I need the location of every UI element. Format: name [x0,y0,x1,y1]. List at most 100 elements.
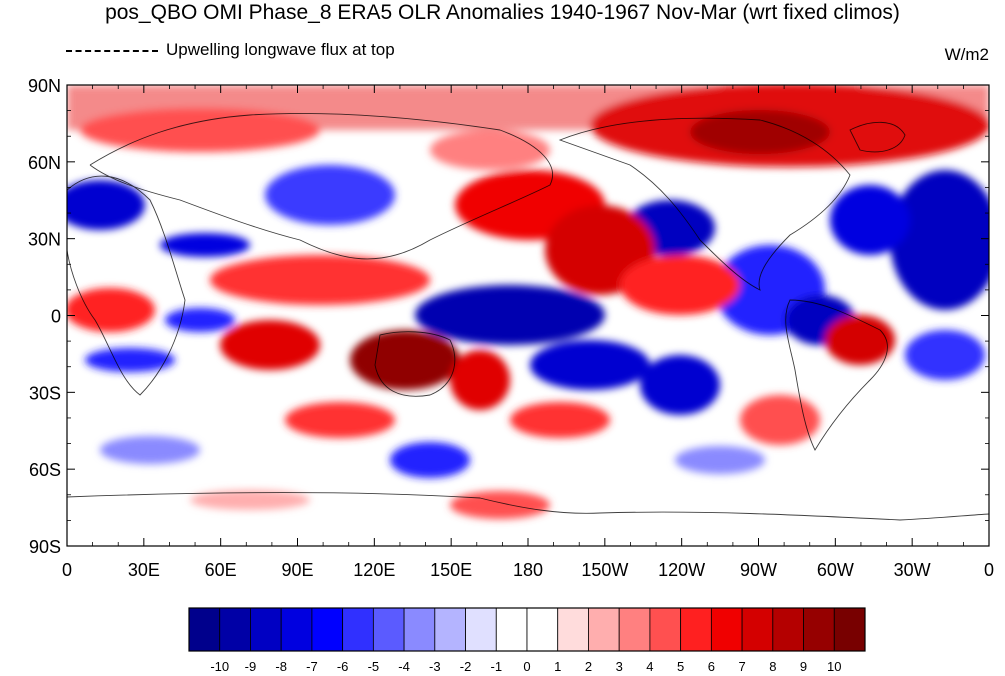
colorbar-frame [188,607,866,652]
colorbar-box [741,607,774,652]
colorbar-box [772,607,804,652]
colorbar-box [557,607,589,652]
colorbar-box [465,607,497,652]
lon-tick-label: 180 [513,560,543,580]
lat-tick-label: 0 [51,307,61,327]
colorbar-level-label: -9 [245,659,257,674]
legend-label: Upwelling longwave flux at top [166,40,395,59]
line-legend: Upwelling longwave flux at top [66,39,395,61]
south-america-coastline [785,299,888,451]
australia-warm [350,330,460,390]
lat-tick-label: 60N [28,153,61,173]
colorbar-box [372,607,405,652]
lat-tick-label: 30N [28,230,61,250]
s-indian-warm [220,320,320,370]
colorbar-box [219,607,251,652]
indian-ocean-warm [210,255,430,305]
colorbar-box [618,607,651,652]
coral-sea-warm [450,350,510,410]
colorbar-box [403,607,436,652]
se-pacific-midlat-cold [675,446,765,474]
colorbar-box [588,607,620,652]
colorbar-level-label: 10 [827,659,841,674]
colorbar-level-label: -8 [275,659,287,674]
central-asia-cold [265,165,395,225]
lon-tick-label: 30E [128,560,160,580]
colorbar-box [803,607,835,652]
s-pacific-midlat-warm [510,402,610,438]
s-ocean-cold [390,442,470,478]
colorbar-level-label: 0 [523,659,530,674]
lat-tick-label: 90N [28,76,61,96]
colorbar-level-label: -1 [490,659,502,674]
s-africa-cold [85,348,175,372]
colorbar-level-label: -3 [429,659,441,674]
e-pacific-warm [620,255,740,315]
n-atlantic-cold [830,185,910,255]
arabia-cold [160,233,250,257]
colorbar-level-label: -10 [210,659,229,674]
lon-tick-label: 150W [581,560,628,580]
anomaly-field [67,85,989,546]
colorbar-level-label: -5 [368,659,380,674]
lat-tick-label: 60S [29,460,61,480]
colorbar-level-label: 9 [800,659,807,674]
colorbar-level-label: 8 [769,659,776,674]
colorbar: -10 -9 -8 -7 -6 -5 -4 -3 -2 -1 0 1 2 3 4 5 6 7 8 9 10 [188,607,866,674]
antarctic-light-warm [190,490,310,510]
colorbar-box [250,607,282,652]
sw-indian-cold [100,436,200,464]
colorbar-level-label: -6 [337,659,349,674]
colorbar-box [188,607,221,652]
colorbar-box [434,607,466,652]
coastlines [67,113,989,521]
colorbar-box [280,607,313,652]
north-africa-cold [67,180,145,230]
se-pacific-cold [640,355,720,415]
s-atlantic-cold [905,330,985,380]
indian-cold-patch [165,308,235,332]
antarctica-coastline [67,492,989,521]
africa-warm [67,288,155,332]
lon-tick-label: 60E [205,560,237,580]
lon-tick-label: 120W [658,560,705,580]
pacific-cold-core [415,285,605,345]
n-atlantic-warm [80,108,320,152]
colorbar-level-label: -2 [460,659,472,674]
lon-tick-label: 0 [984,560,994,580]
siberia-core [690,110,830,154]
lon-tick-label: 120E [353,560,395,580]
lat-tick-label: 30S [29,383,61,403]
plot-title: pos_QBO OMI Phase_8 ERA5 OLR Anomalies 1… [105,1,900,24]
units-label: W/m2 [944,45,989,64]
lat-tick-label: 90S [29,537,61,557]
colorbar-level-label: -7 [306,659,318,674]
colorbar-level-label: 2 [585,659,592,674]
colorbar-box [680,607,712,652]
lon-tick-label: 0 [62,560,72,580]
lon-tick-label: 30W [894,560,931,580]
greenland-coastline [849,121,906,153]
eurasia-coastline [89,113,553,260]
colorbar-level-label: 5 [677,659,684,674]
colorbar-level-label: -4 [398,659,410,674]
antarctic-warm [450,491,550,519]
brazil-warm [825,315,895,365]
s-america-midlat-warm [740,395,820,445]
australia-coastline [374,331,456,397]
s-indian-midlat-warm [285,402,395,438]
colorbar-box [342,607,374,652]
colorbar-level-label: 6 [708,659,715,674]
colorbar-level-label: 3 [616,659,623,674]
colorbar-box [311,607,344,652]
n-pacific-warm [430,130,550,170]
africa-coastline [67,175,186,396]
atlantic-cold [890,170,989,310]
lon-tick-label: 90E [281,560,313,580]
dashed-line-swatch [66,49,158,52]
colorbar-box [833,607,866,652]
south-pacific-cold [530,340,650,390]
lon-tick-label: 90W [740,560,777,580]
colorbar-level-label: 7 [738,659,745,674]
